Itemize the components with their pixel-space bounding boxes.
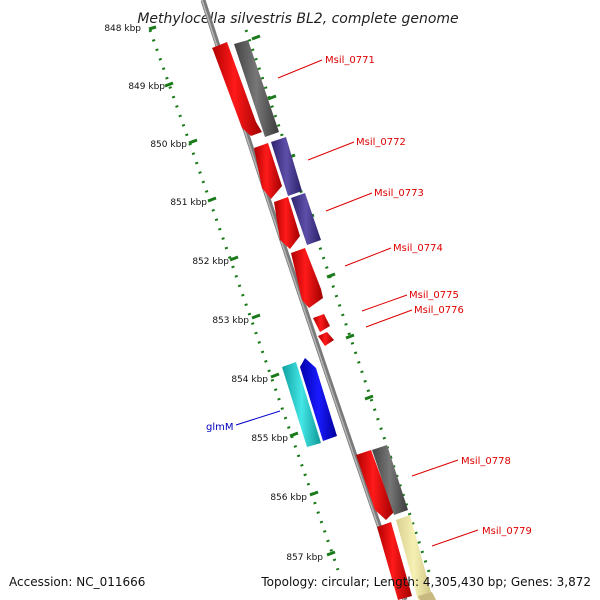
feature-gray-0771[interactable] — [234, 40, 279, 137]
tick-label-855: 855 kbp — [251, 434, 288, 444]
gene-label-glmm[interactable]: glmM — [206, 422, 234, 433]
tick-label-857: 857 kbp — [286, 553, 323, 563]
tick-label-851: 851 kbp — [170, 198, 207, 208]
gene-label-msil-0774[interactable]: Msil_0774 — [393, 243, 443, 254]
cds-msil-0778[interactable] — [356, 450, 394, 520]
accession-text: Accession: NC_011666 — [9, 575, 145, 589]
tick-label-852: 852 kbp — [192, 257, 229, 267]
cds-msil-0773[interactable] — [274, 197, 300, 249]
cds-msil-0771[interactable] — [212, 42, 262, 136]
feature-gray-0778[interactable] — [372, 445, 408, 515]
feature-yellow-tail — [418, 592, 436, 600]
gene-label-msil-0779[interactable]: Msil_0779 — [482, 526, 532, 537]
gene-label-msil-0776[interactable]: Msil_0776 — [414, 305, 464, 316]
tick-label-850: 850 kbp — [150, 140, 187, 150]
feature-cyan-glmm[interactable] — [282, 362, 321, 447]
tick-label-849: 849 kbp — [128, 82, 165, 92]
topology-text: Topology: circular; Length: 4,305,430 bp… — [260, 575, 591, 589]
tick-label-856: 856 kbp — [270, 493, 307, 503]
cds-msil-0775[interactable] — [313, 314, 330, 332]
cds-glmm[interactable] — [300, 358, 337, 441]
cds-msil-0776[interactable] — [318, 332, 334, 346]
kbp-ticks — [148, 25, 336, 557]
gene-label-msil-0772[interactable]: Msil_0772 — [356, 137, 406, 148]
gene-label-msil-0775[interactable]: Msil_0775 — [409, 290, 459, 301]
gene-features — [212, 40, 436, 600]
feature-yellow-0779[interactable] — [396, 515, 432, 600]
leader-lines — [235, 59, 479, 547]
ruler-outer-dots — [244, 29, 432, 576]
gene-label-msil-0771[interactable]: Msil_0771 — [325, 55, 375, 66]
cds-msil-0772[interactable] — [254, 143, 282, 199]
feature-purple-0772[interactable] — [271, 137, 302, 196]
gene-label-msil-0778[interactable]: Msil_0778 — [461, 456, 511, 467]
cds-msil-0774[interactable] — [291, 248, 323, 308]
feature-purple-0773[interactable] — [291, 193, 321, 245]
cds-msil-0779[interactable] — [377, 522, 412, 600]
map-title: Methylocella silvestris BL2, complete ge… — [137, 11, 458, 27]
tick-label-853: 853 kbp — [212, 316, 249, 326]
tick-label-848: 848 kbp — [104, 24, 141, 34]
gene-label-msil-0773[interactable]: Msil_0773 — [374, 188, 424, 199]
tick-label-854: 854 kbp — [231, 375, 268, 385]
